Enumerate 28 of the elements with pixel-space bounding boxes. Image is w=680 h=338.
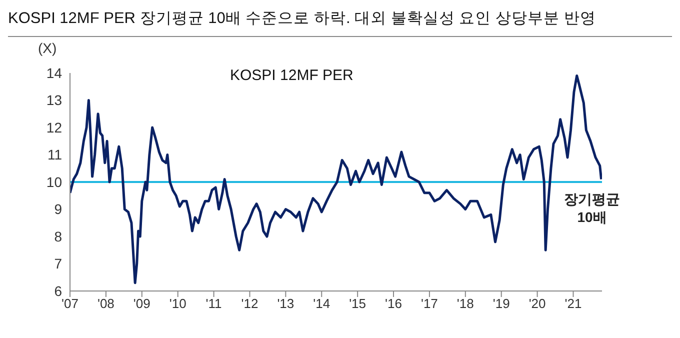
chart-subtitle: KOSPI 12MF PER bbox=[230, 67, 354, 84]
chart-title: KOSPI 12MF PER 장기평균 10배 수준으로 하락. 대외 불확실성 요인 상당부분 반영 bbox=[8, 8, 672, 37]
ref-line-label: 장기평균 10배 bbox=[564, 191, 620, 225]
y-tick-label: 12 bbox=[46, 119, 62, 136]
x-tick-label: '17 bbox=[420, 296, 438, 312]
y-tick-label: 8 bbox=[54, 228, 62, 244]
y-tick-label: 9 bbox=[54, 201, 62, 218]
x-tick-label: '11 bbox=[206, 296, 222, 312]
y-axis-title: (X) bbox=[38, 40, 57, 56]
x-tick-label: '08 bbox=[97, 296, 114, 312]
y-tick-label: 10 bbox=[46, 174, 62, 190]
y-tick-label: 14 bbox=[46, 64, 62, 81]
x-tick-label: '10 bbox=[169, 296, 186, 312]
x-tick-label: '13 bbox=[277, 296, 294, 312]
x-tick-label: '09 bbox=[133, 296, 150, 312]
x-tick-label: '20 bbox=[528, 296, 546, 312]
x-tick-label: '07 bbox=[62, 296, 78, 312]
x-tick-label: '18 bbox=[456, 296, 474, 312]
x-tick-label: '21 bbox=[564, 296, 582, 312]
y-tick-label: 7 bbox=[54, 256, 62, 272]
x-tick-label: '14 bbox=[313, 296, 330, 312]
y-tick-label: 6 bbox=[54, 282, 62, 299]
y-tick-label: 11 bbox=[47, 146, 62, 163]
x-tick-label: '19 bbox=[492, 296, 510, 312]
x-tick-label: '12 bbox=[241, 296, 258, 312]
x-tick-label: '16 bbox=[385, 296, 402, 312]
y-tick-label: 13 bbox=[46, 92, 62, 108]
x-tick-label: '15 bbox=[349, 296, 366, 312]
